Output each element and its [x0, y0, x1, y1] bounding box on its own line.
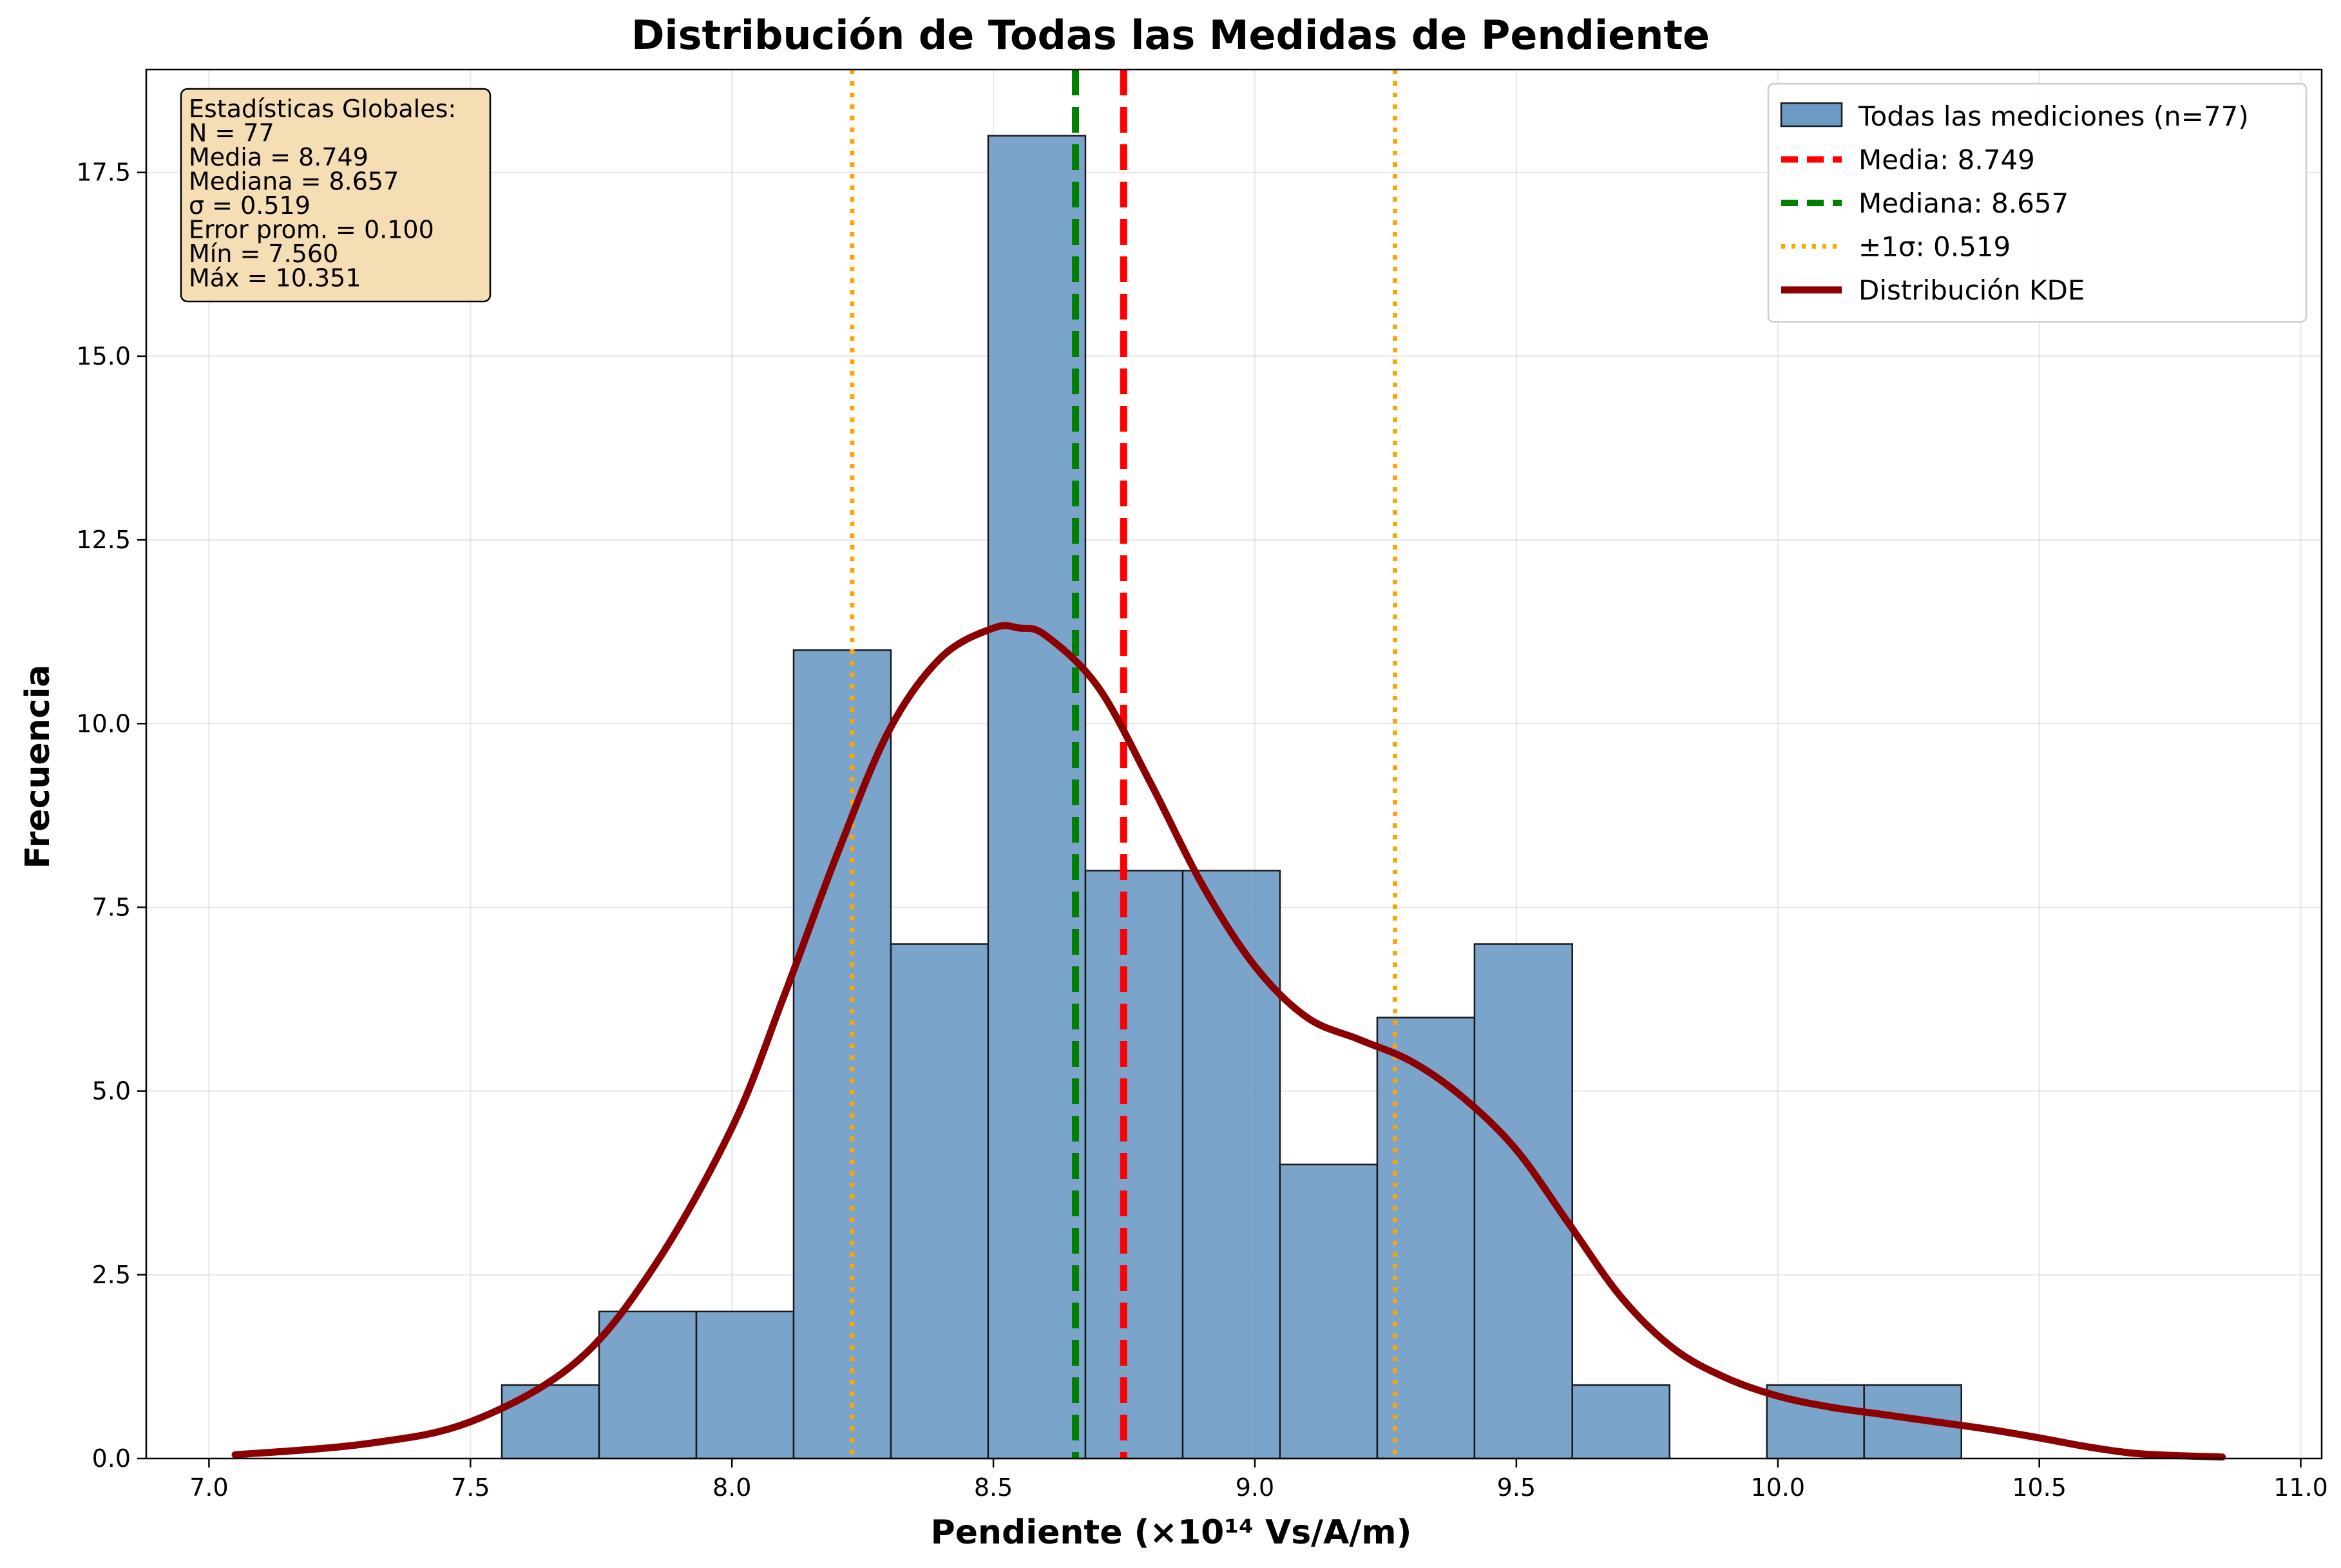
chart-title: Distribución de Todas las Medidas de Pen… — [631, 12, 1710, 59]
plot-frame — [145, 68, 2323, 1460]
y-axis-label: Frecuencia — [19, 665, 57, 869]
x-tick-label: 9.0 — [1236, 1473, 1274, 1502]
y-tick-label: 0.0 — [92, 1444, 131, 1473]
histogram-bar — [695, 1310, 795, 1460]
legend-entry-label: Mediana: 8.657 — [1858, 187, 2069, 219]
x-tick-label: 9.5 — [1497, 1473, 1536, 1502]
y-tick-label: 7.5 — [92, 893, 131, 921]
histogram-bar — [1181, 870, 1281, 1460]
histogram-bar — [792, 649, 892, 1460]
reference-lines — [850, 70, 1398, 1458]
stats-line: Estadísticas Globales: — [189, 95, 456, 123]
histogram-bar — [1376, 1017, 1476, 1460]
stats-line: N = 77 — [189, 119, 274, 148]
x-axis-ticks: 7.0 7.5 8.0 8.5 9.0 9.5 10.0 10.5 11.0 — [189, 1458, 2328, 1502]
x-tick-label: 8.5 — [974, 1473, 1013, 1502]
histogram-bar — [890, 943, 989, 1460]
histogram-bar — [598, 1310, 698, 1460]
legend-swatch — [1780, 102, 1843, 128]
stats-box-background — [180, 88, 492, 303]
y-tick-label: 2.5 — [92, 1261, 131, 1289]
legend: Todas las mediciones (n=77) Media: 8.749 M… — [1767, 82, 2308, 323]
y-axis-ticks: 0.0 2.5 5.0 7.5 10.0 12.5 15.0 17.5 — [76, 158, 146, 1473]
stats-line: Media = 8.749 — [189, 143, 368, 171]
y-tick-label: 17.5 — [76, 158, 131, 187]
legend-entry-label: ±1σ: 0.519 — [1858, 231, 2011, 263]
histogram-bar — [1279, 1163, 1379, 1460]
kde-curve — [231, 622, 2226, 1461]
y-tick-label: 10.0 — [76, 709, 131, 738]
stats-line: Error prom. = 0.100 — [189, 216, 434, 244]
histogram-bar — [987, 135, 1087, 1460]
legend-box — [1767, 82, 2308, 323]
kde-curve-group — [231, 622, 2226, 1461]
x-tick-label: 10.0 — [1750, 1473, 1805, 1502]
x-tick-label: 8.0 — [712, 1473, 751, 1502]
histogram-bar — [1084, 870, 1184, 1460]
x-tick-label: 7.0 — [189, 1473, 228, 1502]
y-tick-label: 15.0 — [76, 342, 131, 370]
stats-line: σ = 0.519 — [189, 191, 311, 220]
legend-entry-label: Distribución KDE — [1858, 274, 2085, 306]
stats-line: Mediana = 8.657 — [189, 167, 399, 196]
y-tick-label: 5.0 — [92, 1077, 131, 1105]
stats-line: Máx = 10.351 — [189, 264, 361, 292]
histogram-bar — [501, 1384, 600, 1460]
legend-entry-label: Todas las mediciones (n=77) — [1858, 100, 2249, 132]
histogram-bar — [1571, 1384, 1670, 1460]
histogram-bars — [501, 135, 1962, 1460]
legend-entry-label: Media: 8.749 — [1858, 144, 2035, 176]
x-axis-label: Pendiente (×10¹⁴ Vs/A/m) — [931, 1513, 1412, 1552]
x-tick-label: 11.0 — [2273, 1473, 2328, 1502]
x-tick-label: 10.5 — [2012, 1473, 2067, 1502]
y-tick-label: 12.5 — [76, 526, 131, 554]
stats-line: Mín = 7.560 — [189, 240, 338, 268]
x-tick-label: 7.5 — [451, 1473, 490, 1502]
